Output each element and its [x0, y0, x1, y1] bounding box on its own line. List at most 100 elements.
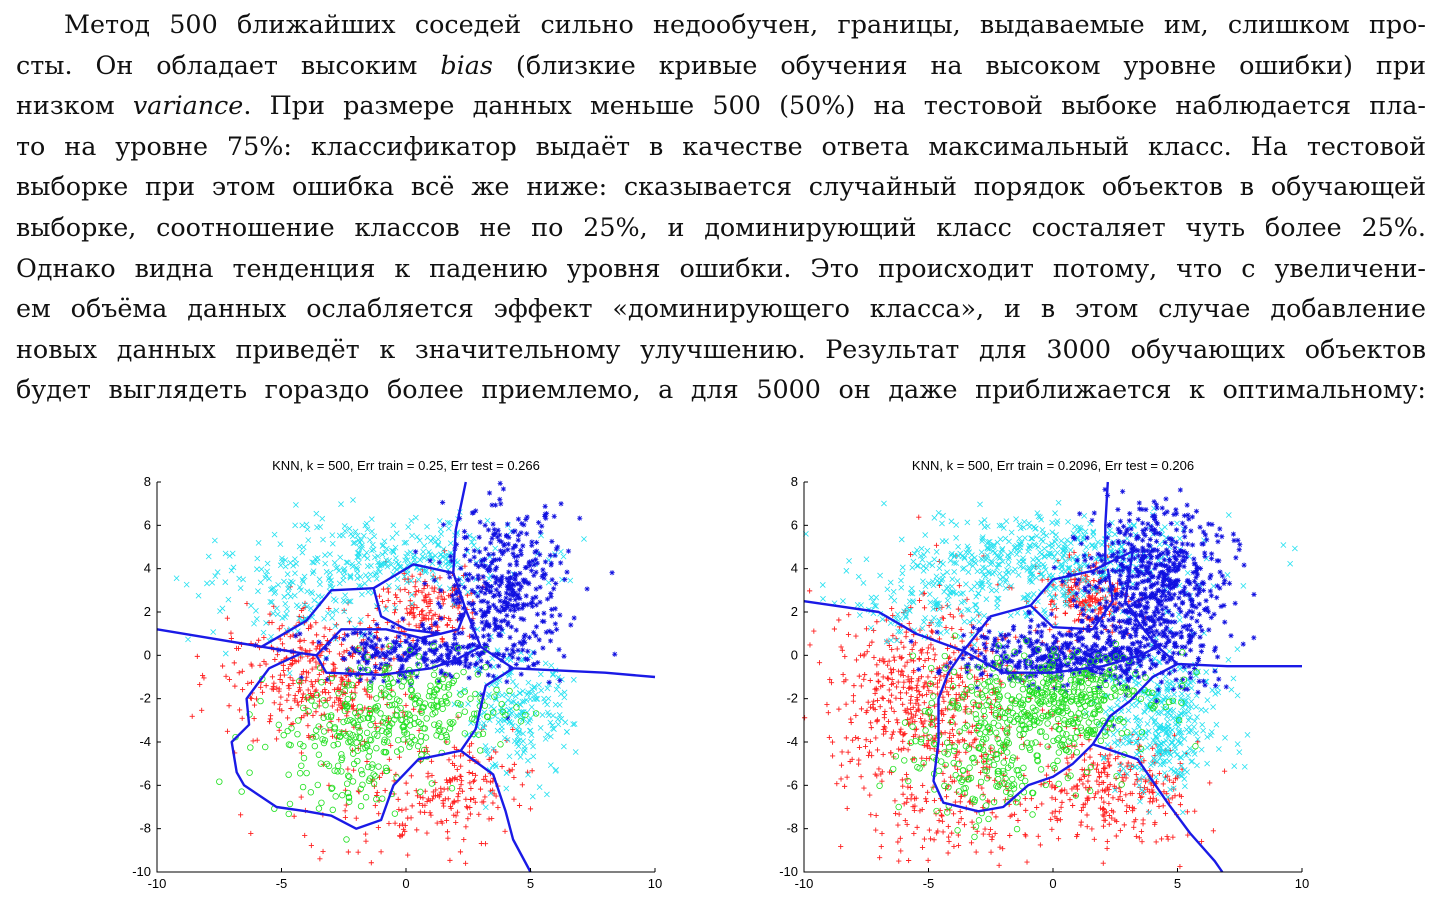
data-point: [432, 709, 439, 716]
data-point: [367, 721, 374, 729]
data-point: [333, 607, 340, 614]
data-point: [373, 570, 379, 576]
data-point: [364, 763, 372, 771]
data-point: [924, 756, 930, 762]
data-point: [374, 621, 380, 628]
data-point: [979, 538, 985, 545]
data-point: [350, 630, 356, 636]
data-point: [927, 745, 933, 751]
data-point: [570, 676, 577, 683]
data-point: [431, 588, 437, 594]
data-point: [521, 602, 527, 609]
data-point: [1023, 807, 1029, 813]
data-point: [486, 637, 492, 643]
data-point: [945, 850, 951, 856]
data-point: [373, 575, 380, 582]
data-point: [902, 730, 908, 737]
data-point: [1106, 705, 1113, 712]
data-point: [362, 572, 369, 579]
data-point: [498, 618, 504, 624]
data-point: [314, 632, 320, 638]
data-point: [937, 621, 943, 628]
data-point: [1177, 733, 1184, 740]
data-point: [1097, 773, 1103, 780]
data-point: [450, 719, 457, 726]
data-point: [864, 649, 870, 655]
data-point: [946, 834, 952, 840]
data-point: [364, 641, 370, 648]
data-point: [1067, 797, 1073, 803]
data-point: [1050, 582, 1056, 588]
data-point: [397, 704, 404, 712]
data-point: [887, 579, 894, 586]
data-point: [1019, 558, 1026, 565]
data-point: [308, 842, 314, 849]
data-point: [216, 778, 223, 785]
data-point: [428, 780, 436, 787]
data-point: [510, 586, 516, 593]
data-point: [478, 589, 484, 595]
data-point: [347, 598, 354, 605]
data-point: [323, 645, 329, 652]
data-point: [471, 589, 478, 596]
data-point: [338, 756, 345, 764]
data-point: [972, 674, 978, 680]
data-point: [904, 776, 910, 782]
data-point: [961, 738, 967, 744]
data-point: [843, 701, 849, 707]
data-point: [515, 729, 522, 736]
data-point: [284, 571, 291, 578]
data-point: [463, 796, 469, 802]
data-point: [898, 848, 904, 854]
data-point: [1150, 513, 1156, 519]
data-point: [331, 724, 339, 731]
data-point: [1202, 553, 1208, 559]
data-point: [444, 652, 450, 658]
data-point: [1214, 532, 1220, 538]
data-point: [436, 720, 443, 727]
data-point: [444, 684, 452, 691]
data-point: [1159, 505, 1165, 511]
data-point: [868, 625, 874, 631]
data-point: [914, 697, 920, 703]
data-point: [485, 632, 492, 638]
data-point: [503, 595, 509, 601]
data-point: [354, 721, 362, 729]
data-point: [355, 537, 362, 544]
data-point: [501, 652, 507, 658]
data-point: [479, 692, 485, 698]
data-point: [915, 678, 921, 684]
data-point: [1054, 518, 1061, 525]
data-point: [497, 598, 503, 604]
data-point: [501, 600, 507, 606]
data-point: [1088, 542, 1095, 549]
data-point: [529, 793, 536, 800]
data-point: [288, 724, 295, 732]
data-point: [395, 678, 401, 684]
data-point: [1100, 823, 1107, 829]
data-point: [1039, 577, 1045, 583]
data-point: [920, 578, 926, 585]
data-point: [993, 814, 999, 820]
data-point: [997, 576, 1004, 583]
data-point: [412, 592, 418, 598]
data-point: [1058, 804, 1064, 810]
data-point: [446, 719, 454, 726]
data-point: [899, 777, 905, 783]
data-point: [405, 524, 412, 530]
data-point: [408, 577, 414, 584]
data-point: [1004, 552, 1011, 558]
data-point: [1093, 600, 1099, 606]
data-point: [1049, 519, 1056, 526]
data-point: [334, 740, 342, 748]
data-point: [1181, 736, 1188, 742]
data-point: [1098, 770, 1105, 776]
data-point: [581, 536, 587, 542]
data-point: [392, 712, 399, 719]
data-point: [313, 646, 319, 652]
data-point: [502, 828, 508, 834]
data-point: [1107, 587, 1113, 593]
data-point: [961, 554, 968, 561]
data-point: [995, 554, 1001, 560]
data-point: [472, 690, 479, 698]
